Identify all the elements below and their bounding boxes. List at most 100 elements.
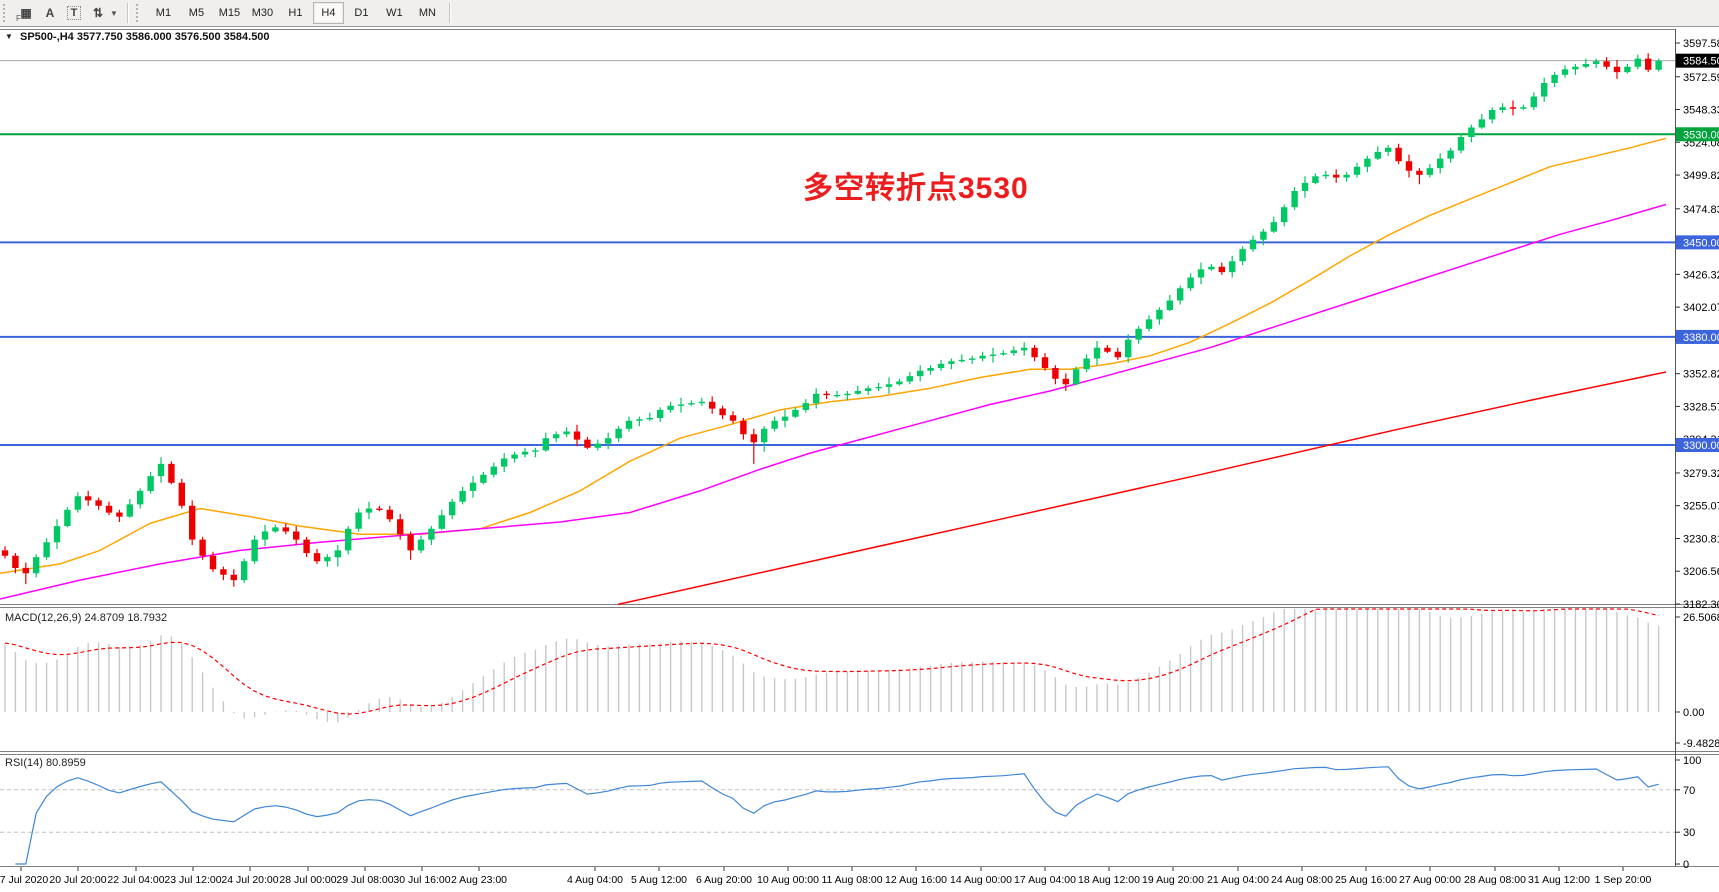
time-label: 20 Jul 20:00: [49, 874, 106, 886]
chart-toolbar: ▦ F A T ⇅ ▼ M1 M5 M15 M30 H1 H4 D1 W1 MN: [0, 0, 1719, 27]
time-label: 28 Jul 00:00: [279, 874, 336, 886]
time-label: 4 Aug 04:00: [567, 874, 623, 886]
price-tick-label: 3352.825: [1683, 369, 1719, 381]
svg-text:3300.000: 3300.000: [1683, 440, 1719, 452]
macd-signal-line: [4, 608, 1659, 715]
timeframe-M15[interactable]: M15: [218, 7, 241, 19]
rsi-tick-label: 30: [1683, 827, 1695, 839]
rsi-panel[interactable]: [0, 766, 1675, 865]
macd-signal-value: 18.7932: [127, 612, 168, 624]
price-tick-label: 3182.305: [1683, 599, 1719, 611]
bearish-candle-bodies: [1, 58, 1652, 581]
time-label: 11 Aug 08:00: [821, 874, 882, 886]
rsi-tick-label: 70: [1683, 785, 1695, 797]
time-label: 6 Aug 20:00: [696, 874, 752, 886]
ohlc-readout: 3577.750 3586.000 3576.500 3584.500: [76, 31, 270, 43]
toolbar-separator: [126, 3, 128, 23]
macd-axis: 26.5068 0.00 -9.4828: [1675, 612, 1719, 750]
main-price-panel[interactable]: [0, 53, 1675, 606]
rsi-tick-label: 100: [1683, 755, 1701, 767]
macd-tick-label: -9.4828: [1683, 738, 1719, 750]
time-label: 28 Aug 08:00: [1464, 874, 1526, 886]
time-label: 27 Aug 00:00: [1399, 874, 1461, 886]
toolbar-grip[interactable]: [3, 4, 11, 22]
price-tick-label: 3402.070: [1683, 302, 1719, 314]
drawing-tools-group: ▦ F A T ⇅: [14, 3, 110, 23]
timeframe-H1[interactable]: H1: [288, 7, 303, 19]
symbol-dropdown-icon[interactable]: ▼: [5, 32, 13, 41]
toolbar-grip-2[interactable]: [135, 4, 144, 22]
time-label: 12 Aug 16:00: [885, 874, 947, 886]
price-tick-label: 3597.580: [1683, 38, 1719, 50]
chart-title: ▼ SP500-,H4 3577.750 3586.000 3576.500 3…: [5, 31, 270, 43]
arrows-dropdown-caret[interactable]: ▼: [110, 8, 118, 18]
timeframe-H4[interactable]: H4: [312, 2, 344, 24]
macd-panel[interactable]: [4, 608, 1660, 723]
time-label: 31 Aug 12:00: [1528, 874, 1590, 886]
price-tick-label: 3279.325: [1683, 468, 1719, 480]
price-axis: 3597.5803572.5903548.3353524.0803499.825…: [1675, 38, 1719, 611]
level-price-badge-3450.000: 3450.000: [1676, 235, 1719, 250]
price-tick-label: 3328.570: [1683, 401, 1719, 413]
rsi-axis: 100 70 30 0: [1675, 755, 1701, 871]
price-tick-label: 3426.325: [1683, 269, 1719, 281]
timeframe-W1[interactable]: W1: [386, 7, 403, 19]
svg-text:3450.000: 3450.000: [1683, 237, 1719, 249]
timeframe-M5[interactable]: M5: [188, 7, 205, 19]
time-label: 2 Aug 23:00: [451, 874, 507, 886]
price-tick-label: 3230.815: [1683, 533, 1719, 545]
time-label: 1 Sep 20:00: [1595, 874, 1652, 886]
rsi-tick-label: 0: [1683, 859, 1689, 871]
timeframe-D1[interactable]: D1: [354, 7, 369, 19]
time-label: 18 Aug 12:00: [1078, 874, 1140, 886]
timeframe-M1[interactable]: M1: [155, 7, 172, 19]
price-tick-label: 3572.590: [1683, 72, 1719, 84]
timeframe-M30[interactable]: M30: [251, 7, 274, 19]
svg-text:3584.500: 3584.500: [1683, 56, 1719, 68]
rsi-indicator-label: RSI(14) 80.8959: [5, 757, 86, 769]
text-label-icon[interactable]: A: [45, 6, 55, 20]
price-tick-label: 3255.070: [1683, 501, 1719, 513]
price-tick-label: 3499.825: [1683, 170, 1719, 182]
macd-histogram: [4, 609, 1660, 723]
arrows-icon[interactable]: ⇅: [92, 6, 104, 20]
timeframe-MN[interactable]: MN: [418, 7, 436, 19]
level-price-badge-3530.000: 3530.000: [1676, 127, 1719, 142]
time-label: 17 Aug 04:00: [1014, 874, 1076, 886]
time-label: 22 Jul 04:00: [107, 874, 164, 886]
slow-ma-red: [617, 371, 1667, 606]
rsi-value: 80.8959: [45, 757, 86, 769]
time-label: 24 Jul 20:00: [221, 874, 278, 886]
svg-text:3530.000: 3530.000: [1683, 129, 1719, 141]
level-price-badge-3300.000: 3300.000: [1676, 437, 1719, 452]
macd-tick-label: 0.00: [1683, 707, 1704, 719]
chart-text-annotation[interactable]: 多空转折点3530: [803, 172, 1029, 205]
svg-text:3380.000: 3380.000: [1683, 332, 1719, 344]
current-price-badge: 3584.500: [1676, 53, 1719, 68]
time-label: 29 Jul 08:00: [336, 874, 393, 886]
time-label: 5 Aug 12:00: [631, 874, 687, 886]
macd-main-value: 24.8709: [84, 612, 125, 624]
time-label: 19 Aug 20:00: [1142, 874, 1204, 886]
chart-grid-f-icon[interactable]: ▦ F: [16, 6, 32, 23]
rsi-name: RSI(14): [5, 757, 43, 769]
price-tick-label: 3206.560: [1683, 566, 1719, 578]
time-label: 24 Aug 08:00: [1271, 874, 1333, 886]
fast-ma-orange: [0, 137, 1667, 575]
level-price-badge-3380.000: 3380.000: [1676, 329, 1719, 344]
macd-indicator-label: MACD(12,26,9) 24.8709 18.7932: [5, 612, 167, 624]
bearish-candle-wicks: [4, 53, 1649, 587]
time-label: 23 Jul 12:00: [164, 874, 221, 886]
time-label: 10 Aug 00:00: [757, 874, 819, 886]
bullish-candle-bodies: [33, 58, 1662, 581]
time-label: 30 Jul 16:00: [393, 874, 450, 886]
toolbar-separator-2: [448, 3, 450, 23]
text-box-icon[interactable]: T: [62, 3, 86, 23]
time-label: 25 Aug 16:00: [1335, 874, 1397, 886]
mid-ma-magenta: [0, 203, 1667, 600]
price-tick-label: 3474.835: [1683, 204, 1719, 216]
macd-tick-label: 26.5068: [1683, 612, 1719, 624]
